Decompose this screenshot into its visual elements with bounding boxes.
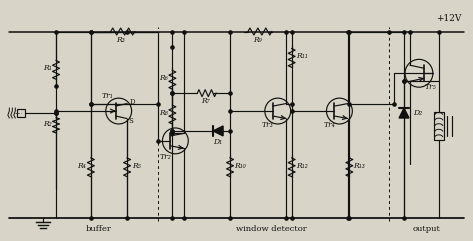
Text: output: output	[413, 225, 441, 233]
Text: R₉: R₉	[254, 36, 262, 44]
Text: +12V: +12V	[436, 14, 462, 23]
Text: R₄: R₄	[78, 162, 86, 170]
Text: R₂: R₂	[43, 120, 52, 128]
Text: R₁₂: R₁₂	[296, 162, 307, 170]
Text: R₁₃: R₁₃	[353, 162, 365, 170]
Text: Tr₁: Tr₁	[102, 92, 114, 100]
Text: R₃: R₃	[116, 36, 125, 44]
Text: R₆: R₆	[159, 74, 168, 82]
Text: buffer: buffer	[86, 225, 112, 233]
Polygon shape	[213, 126, 223, 136]
Polygon shape	[399, 108, 409, 118]
Text: R₅: R₅	[131, 162, 140, 170]
Text: Tr₅: Tr₅	[425, 83, 437, 91]
Text: R₁₁: R₁₁	[296, 52, 307, 60]
Bar	[434, 112, 444, 140]
Text: window detector: window detector	[236, 225, 307, 233]
Text: R₁: R₁	[43, 64, 52, 72]
Text: R₇: R₇	[201, 97, 210, 105]
Text: R₈: R₈	[159, 109, 168, 117]
Text: D: D	[129, 98, 135, 106]
Text: Tr₃: Tr₃	[262, 121, 274, 129]
Text: D₂: D₂	[413, 109, 422, 117]
Text: R₁₀: R₁₀	[234, 162, 246, 170]
Text: D₁: D₁	[213, 138, 223, 146]
Bar	[18, 109, 25, 117]
Text: Tr₄: Tr₄	[324, 121, 335, 129]
Text: Tr₂: Tr₂	[159, 153, 171, 161]
Text: S: S	[129, 117, 133, 125]
